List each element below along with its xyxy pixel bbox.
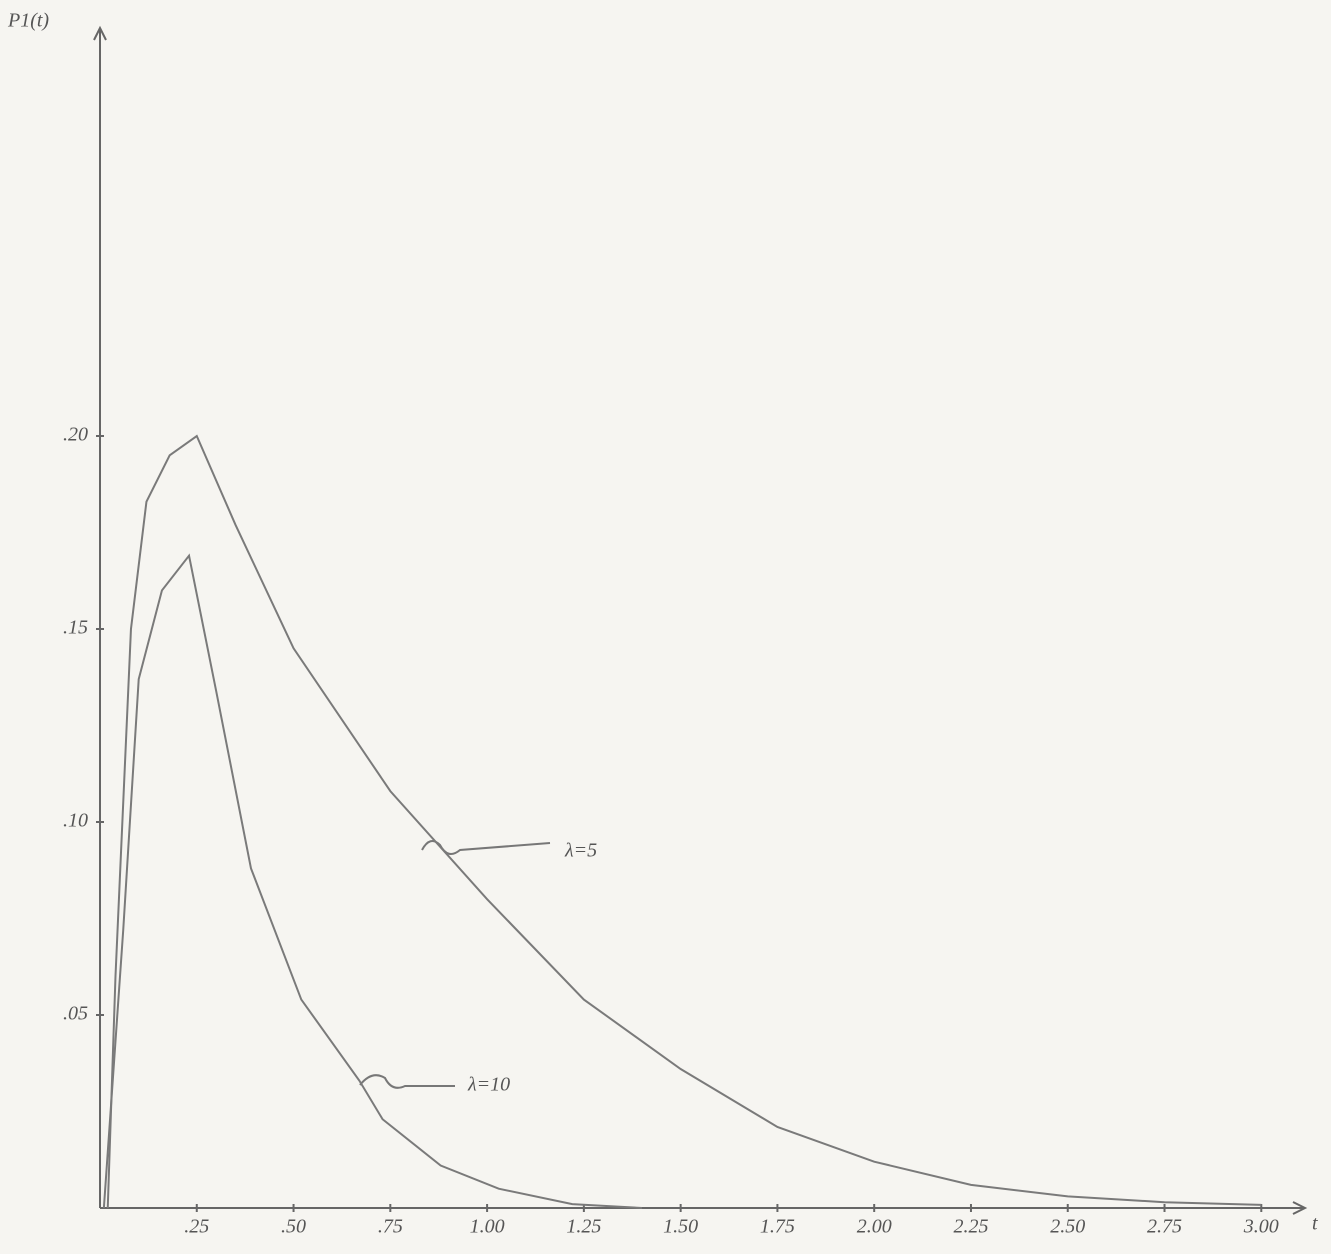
y-tick-label: .05: [63, 1003, 88, 1025]
annotation: λ=5: [564, 840, 597, 862]
x-tick-label: .25: [184, 1216, 209, 1238]
x-tick-label: 1.50: [663, 1216, 698, 1238]
x-arrow: [1292, 1201, 1308, 1215]
leader: [359, 1074, 455, 1089]
line: [102, 553, 642, 1209]
y-tick-label: .15: [63, 617, 88, 639]
leader: [421, 840, 551, 855]
x-axis-label: t: [1312, 1213, 1318, 1235]
x-tick-label: 1.75: [760, 1216, 795, 1238]
y-axis-label: P1(t): [7, 10, 49, 32]
x-tick-label: 2.00: [857, 1216, 892, 1238]
x-tick-label: 2.25: [953, 1216, 988, 1238]
line: [106, 434, 1262, 1209]
x-tick-label: .50: [281, 1216, 306, 1238]
x-tick-label: 2.75: [1147, 1216, 1182, 1238]
x-tick-label: .75: [378, 1216, 403, 1238]
x-tick-label: 1.00: [470, 1216, 505, 1238]
x-tick-label: 1.25: [566, 1216, 601, 1238]
annotation: λ=10: [467, 1074, 510, 1096]
x-tick-label: 3.00: [1243, 1216, 1279, 1238]
x-tick-label: 2.50: [1050, 1216, 1085, 1238]
y-arrow: [93, 25, 107, 41]
y-tick-label: .10: [63, 810, 88, 832]
y-tick-label: .20: [63, 424, 88, 446]
